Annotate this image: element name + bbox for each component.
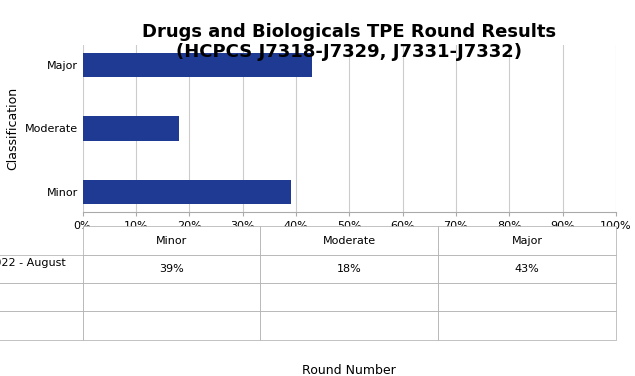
- Bar: [83, 53, 312, 77]
- Bar: [83, 180, 291, 204]
- Bar: [83, 117, 178, 141]
- Text: Drugs and Biologicals TPE Round Results
(HCPCS J7318-J7329, J7331-J7332): Drugs and Biologicals TPE Round Results …: [142, 23, 556, 61]
- Text: Round Number: Round Number: [302, 364, 396, 376]
- Y-axis label: Classification: Classification: [6, 87, 19, 170]
